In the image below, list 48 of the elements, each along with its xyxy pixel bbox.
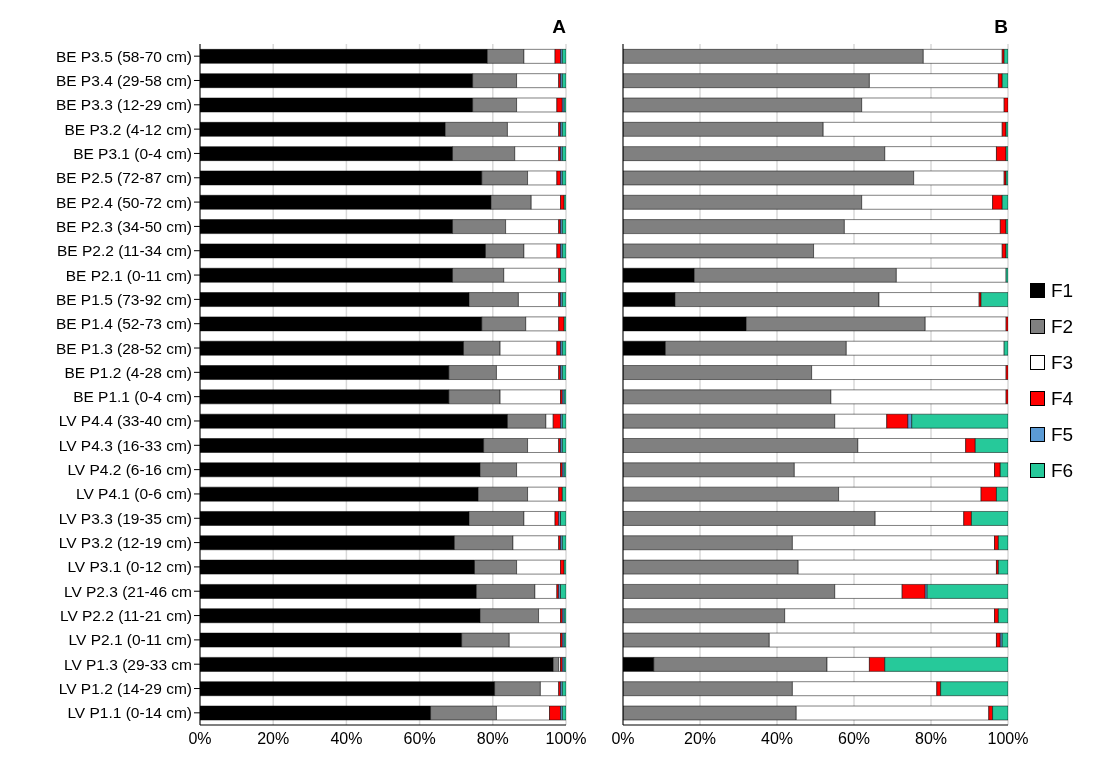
y-tick-label: BE P2.2 (11-34 cm)	[57, 242, 192, 260]
y-tick-label: BE P3.2 (4-12 cm)	[64, 120, 192, 138]
y-tick-label: LV P4.4 (33-40 cm)	[58, 412, 192, 430]
legend-label: F3	[1051, 351, 1074, 374]
y-tick-label: BE P3.1 (0-4 cm)	[73, 144, 192, 162]
y-tick-label: LV P2.3 (21-46 cm	[63, 582, 192, 600]
x-tick-label: 0%	[611, 730, 635, 748]
legend-label: F2	[1051, 315, 1074, 338]
y-tick-label: BE P3.3 (12-29 cm)	[55, 96, 192, 114]
y-tick-label: BE P1.5 (73-92 cm)	[55, 290, 192, 308]
legend-label: F4	[1051, 387, 1074, 410]
y-tick-label: BE P1.2 (4-28 cm)	[64, 363, 192, 381]
x-tick-label: 100%	[545, 730, 587, 748]
x-tick-label: 40%	[330, 730, 363, 748]
legend-label: F6	[1051, 459, 1074, 482]
y-tick-label: LV P3.1 (0-12 cm)	[67, 558, 192, 576]
x-tick-label: 80%	[914, 730, 948, 748]
y-tick-label: BE P3.5 (58-70 cm)	[55, 47, 192, 65]
x-tick-label: 100%	[987, 730, 1029, 748]
y-tick-label: BE P1.1 (0-4 cm)	[73, 388, 192, 406]
y-tick-label: BE P3.4 (29-58 cm)	[55, 71, 192, 89]
chart-title: B	[993, 16, 1008, 38]
y-tick-label: LV P4.2 (6-16 cm)	[67, 461, 192, 479]
y-tick-label: LV P1.3 (29-33 cm	[63, 655, 192, 673]
y-tick-label: LV P1.2 (14-29 cm)	[58, 680, 192, 698]
y-tick-label: LV P2.2 (11-21 cm)	[59, 607, 192, 625]
y-tick-label: BE P1.3 (28-52 cm)	[55, 339, 192, 357]
y-tick-label: LV P3.3 (19-35 cm)	[58, 509, 192, 527]
y-tick-label: BE P2.3 (34-50 cm)	[55, 217, 192, 235]
y-tick-label: BE P2.1 (0-11 cm)	[65, 266, 192, 284]
x-tick-label: 0%	[188, 730, 212, 748]
x-tick-label: 60%	[837, 730, 871, 748]
legend-label: F5	[1051, 423, 1074, 446]
x-tick-label: 60%	[403, 730, 436, 748]
x-tick-label: 40%	[760, 730, 794, 748]
y-tick-label: BE P2.5 (72-87 cm)	[55, 169, 192, 187]
legend-label: F1	[1051, 279, 1074, 302]
x-tick-label: 20%	[257, 730, 290, 748]
y-tick-label: LV P1.1 (0-14 cm)	[67, 704, 192, 722]
chart-title: A	[551, 16, 566, 38]
y-tick-label: LV P2.1 (0-11 cm)	[68, 631, 192, 649]
y-tick-label: BE P1.4 (52-73 cm)	[55, 315, 192, 333]
y-tick-label: BE P2.4 (50-72 cm)	[55, 193, 192, 211]
y-tick-label: LV P4.3 (16-33 cm)	[58, 436, 192, 454]
x-tick-label: 80%	[476, 730, 509, 748]
x-tick-label: 20%	[683, 730, 717, 748]
y-tick-label: LV P4.1 (0-6 cm)	[75, 485, 192, 503]
y-tick-label: LV P3.2 (12-19 cm)	[58, 534, 192, 552]
